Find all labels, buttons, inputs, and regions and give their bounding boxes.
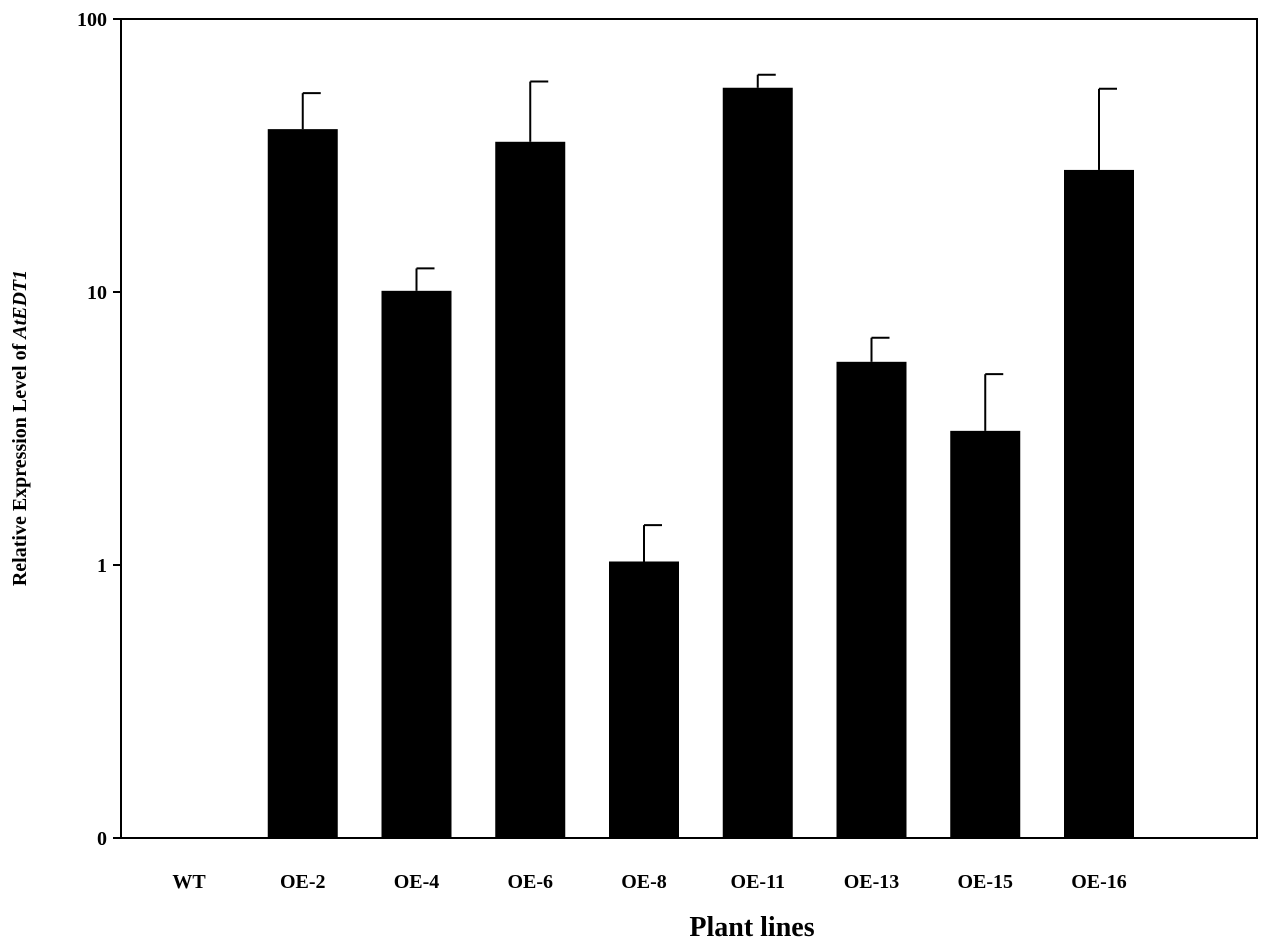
bar-oe-6	[495, 141, 566, 838]
y-axis-title: Relative Expression Level of AtEDT1	[9, 270, 31, 586]
bar-oe-15	[950, 430, 1021, 838]
y-tick-label: 0	[97, 828, 107, 850]
x-tick-label: OE-11	[731, 871, 785, 893]
x-tick-label: OE-13	[844, 871, 900, 893]
x-axis-title: Plant lines	[689, 912, 814, 943]
y-axis-ticks: 0 1 10 100	[77, 9, 121, 850]
x-tick-label: OE-15	[957, 871, 1013, 893]
y-axis-title-prefix: Relative Expression Level of	[9, 339, 31, 586]
error-bars-layer	[301, 73, 1117, 562]
bar-oe-4	[381, 290, 452, 838]
x-tick-label: WT	[172, 871, 206, 893]
plot-frame	[120, 18, 1258, 839]
y-tick-label: 100	[77, 9, 107, 31]
bar-oe-13	[836, 361, 907, 838]
x-tick-label: OE-16	[1071, 871, 1127, 893]
bar-oe-2	[267, 129, 338, 838]
x-tick-label: OE-4	[394, 871, 440, 893]
bar-oe-8	[609, 561, 679, 838]
y-tick-label: 1	[97, 555, 107, 577]
x-tick-label: OE-8	[621, 871, 667, 893]
y-axis-title-gene: AtEDT1	[9, 270, 31, 341]
bar-oe-16	[1064, 169, 1134, 839]
x-tick-label: OE-2	[280, 871, 326, 893]
y-tick-label: 10	[87, 282, 107, 304]
bars-layer	[267, 87, 1134, 839]
x-tick-label: OE-6	[507, 871, 553, 893]
bar-oe-11	[722, 87, 793, 838]
x-axis-labels: WT OE-2 OE-4 OE-6 OE-8 OE-11 OE-13 OE-15 OE-16	[172, 871, 1126, 893]
